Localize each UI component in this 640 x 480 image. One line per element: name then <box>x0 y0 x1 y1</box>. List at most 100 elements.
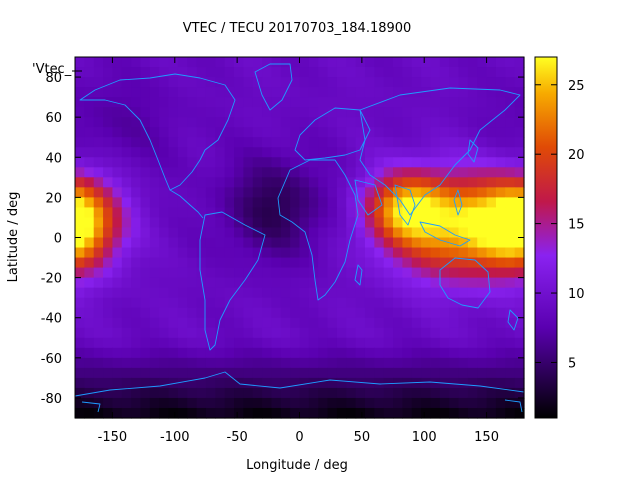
heatmap-cell <box>308 247 319 259</box>
heatmap-cell <box>215 257 226 269</box>
heatmap-cell <box>383 307 394 319</box>
heatmap-cell <box>505 287 516 299</box>
heatmap-cell <box>205 217 216 229</box>
heatmap-cell <box>252 377 263 389</box>
heatmap-cell <box>121 217 132 229</box>
heatmap-cell <box>112 167 123 178</box>
heatmap-cell <box>93 357 104 369</box>
heatmap-cell <box>75 267 85 279</box>
heatmap-cell <box>131 327 142 339</box>
heatmap-cell <box>336 187 347 198</box>
heatmap-cell <box>149 197 160 209</box>
heatmap-cell <box>449 387 460 399</box>
heatmap-cell <box>374 387 385 399</box>
heatmap-cell <box>205 307 216 319</box>
heatmap-cell <box>346 127 357 138</box>
heatmap-cell <box>93 147 104 158</box>
heatmap-cell <box>336 207 347 219</box>
heatmap-cell <box>149 97 160 108</box>
heatmap-cell <box>411 237 422 249</box>
heatmap-cell <box>514 317 525 329</box>
heatmap-cell <box>421 127 432 138</box>
heatmap-cell <box>374 167 385 178</box>
heatmap-cell <box>458 347 469 359</box>
heatmap-cell <box>112 387 123 399</box>
heatmap-cell <box>402 327 413 339</box>
heatmap-cell <box>411 397 422 409</box>
heatmap-cell <box>224 227 235 239</box>
heatmap-cell <box>75 117 85 128</box>
heatmap-cell <box>159 117 170 128</box>
y-tick-label: 80 <box>45 71 62 86</box>
heatmap-cell <box>290 207 301 219</box>
heatmap-cell <box>411 177 422 188</box>
heatmap-cell <box>318 217 329 229</box>
heatmap-cell <box>243 97 254 108</box>
heatmap-cell <box>411 407 422 419</box>
heatmap-cell <box>290 407 301 419</box>
heatmap-cell <box>205 177 216 188</box>
heatmap-cell <box>149 287 160 299</box>
heatmap-cell <box>140 157 151 168</box>
heatmap-cell <box>177 307 188 319</box>
heatmap-cell <box>103 117 114 128</box>
heatmap-cell <box>140 257 151 269</box>
heatmap-cell <box>234 237 244 249</box>
heatmap-cell <box>355 317 366 329</box>
heatmap-cell <box>149 167 160 178</box>
heatmap-cell <box>467 157 478 168</box>
heatmap-cell <box>252 407 263 419</box>
heatmap-cell <box>205 187 216 198</box>
heatmap-cell <box>402 157 413 168</box>
heatmap-cell <box>355 377 366 389</box>
heatmap-cell <box>290 247 301 259</box>
heatmap-cell <box>280 237 291 249</box>
heatmap-cell <box>411 287 422 299</box>
heatmap-cell <box>430 297 441 309</box>
heatmap-cell <box>243 397 254 409</box>
heatmap-cell <box>93 367 104 379</box>
heatmap-cell <box>402 397 413 409</box>
heatmap-cell <box>243 317 254 329</box>
heatmap-cell <box>205 137 216 148</box>
heatmap-cell <box>308 297 319 309</box>
heatmap-cell <box>196 107 207 118</box>
heatmap-cell <box>252 297 263 309</box>
heatmap-cell <box>411 347 422 359</box>
heatmap-cell <box>177 207 188 219</box>
heatmap-cell <box>168 317 179 329</box>
heatmap-cell <box>140 377 151 389</box>
heatmap-cell <box>93 227 104 239</box>
heatmap-cell <box>187 137 198 148</box>
heatmap-cell <box>121 237 132 249</box>
heatmap-cell <box>364 87 375 98</box>
heatmap-cell <box>364 367 375 379</box>
heatmap-cell <box>505 357 516 369</box>
heatmap-cell <box>290 177 301 188</box>
heatmap-cell <box>467 147 478 158</box>
heatmap-cell <box>458 267 469 279</box>
heatmap-cell <box>103 187 114 198</box>
heatmap-cell <box>159 97 170 108</box>
heatmap-cell <box>318 197 329 209</box>
heatmap-cell <box>196 147 207 158</box>
heatmap-cell <box>336 327 347 339</box>
heatmap-cell <box>290 157 301 168</box>
heatmap-cell <box>477 377 488 389</box>
heatmap-cell <box>374 147 385 158</box>
heatmap-cell <box>205 147 216 158</box>
heatmap-cell <box>421 317 432 329</box>
heatmap-cell <box>430 127 441 138</box>
heatmap-cell <box>224 357 235 369</box>
heatmap-cell <box>215 227 226 239</box>
heatmap-cell <box>486 167 497 178</box>
heatmap-cell <box>187 127 198 138</box>
heatmap-cell <box>467 117 478 128</box>
heatmap-cell <box>177 277 188 289</box>
heatmap-cell <box>449 77 460 88</box>
heatmap-cell <box>93 107 104 118</box>
heatmap-cell <box>458 57 469 68</box>
heatmap-cell <box>355 297 366 309</box>
heatmap-cell <box>271 167 282 178</box>
